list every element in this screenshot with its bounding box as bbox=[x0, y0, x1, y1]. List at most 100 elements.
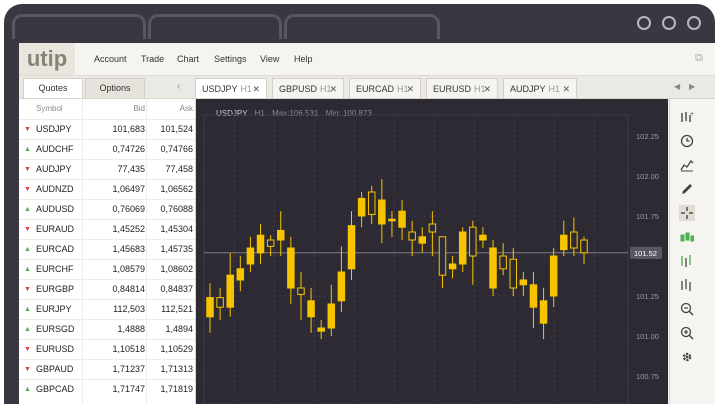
quote-symbol: GBPCAD bbox=[36, 384, 75, 394]
arrow-down-icon: ▼ bbox=[24, 126, 31, 133]
candle-body bbox=[580, 239, 588, 254]
clock-icon[interactable] bbox=[679, 133, 695, 149]
quote-row[interactable]: ▼ GBPAUD 1,71237 1,71313 bbox=[19, 359, 195, 379]
close-icon[interactable]: ✕ bbox=[562, 84, 570, 94]
quote-row[interactable]: ▼ EURUSD 1,10518 1,10529 bbox=[19, 339, 195, 359]
quote-symbol: GBPAUD bbox=[36, 364, 74, 374]
quote-row[interactable]: ▲ EURCHF 1,08579 1,08602 bbox=[19, 259, 195, 279]
quote-symbol: AUDUSD bbox=[36, 204, 75, 214]
close-icon[interactable]: ✕ bbox=[483, 84, 491, 94]
candle-body bbox=[347, 225, 356, 270]
quote-bid: 0,76069 bbox=[112, 204, 145, 214]
candle-body bbox=[519, 279, 528, 286]
scroll-right-icon[interactable]: ▶ bbox=[689, 82, 696, 91]
candle-body bbox=[509, 258, 517, 289]
quote-bid: 1,45683 bbox=[112, 244, 145, 254]
chart-tab-gbpusd[interactable]: GBPUSD H1 ✕ bbox=[272, 78, 344, 98]
bars-icon[interactable] bbox=[679, 277, 695, 293]
pencil-icon[interactable] bbox=[679, 181, 695, 197]
quote-row[interactable]: ▼ AUDNZD 1,06497 1,06562 bbox=[19, 179, 195, 199]
candle-body bbox=[570, 231, 578, 249]
quote-row[interactable]: ▲ AUDUSD 0,76069 0,76088 bbox=[19, 199, 195, 219]
chart-tab-audjpy[interactable]: AUDJPY H1 ✕ bbox=[503, 78, 577, 98]
quote-ask: 77,458 bbox=[165, 164, 193, 174]
zoom-in-icon[interactable] bbox=[679, 325, 695, 341]
candle-body bbox=[337, 271, 346, 302]
candle-body bbox=[549, 255, 558, 297]
quote-row[interactable]: ▲ AUDCHF 0,74726 0,74766 bbox=[19, 139, 195, 159]
close-icon[interactable]: ✕ bbox=[329, 84, 337, 94]
scroll-left-icon[interactable]: ◀ bbox=[674, 82, 681, 91]
current-price-label: 101.52 bbox=[634, 249, 657, 258]
candle-body bbox=[398, 210, 406, 228]
quote-bid: 1,10518 bbox=[112, 344, 145, 354]
close-icon[interactable]: ✕ bbox=[252, 84, 260, 94]
crosshair-icon[interactable] bbox=[679, 205, 695, 221]
zoom-out-icon[interactable] bbox=[679, 301, 695, 317]
candle-body bbox=[256, 234, 265, 254]
chart-tab-eurcad[interactable]: EURCAD H1 ✕ bbox=[349, 78, 421, 98]
window-dot-icon bbox=[687, 16, 701, 30]
candle-body bbox=[529, 284, 538, 308]
menu-settings[interactable]: Settings bbox=[214, 54, 247, 64]
tabs-bar: Quotes Options ‹ USDJPY H1 ✕ GBPUSD H1 ✕ E… bbox=[19, 76, 715, 99]
quote-symbol: EURJPY bbox=[36, 304, 72, 314]
tab-quotes[interactable]: Quotes bbox=[23, 78, 83, 98]
quote-row[interactable]: ▼ USDJPY 101,683 101,524 bbox=[19, 119, 195, 139]
candle-body bbox=[489, 247, 497, 289]
candle-body bbox=[277, 229, 285, 241]
menu-view[interactable]: View bbox=[260, 54, 280, 64]
y-tick-label: 102.25 bbox=[636, 132, 659, 141]
candle-body bbox=[428, 223, 437, 233]
quote-row[interactable]: ▲ EURCAD 1,45683 1,45735 bbox=[19, 239, 195, 259]
candle-body bbox=[307, 300, 315, 318]
menu-chart[interactable]: Chart bbox=[177, 54, 200, 64]
y-tick-label: 100.75 bbox=[636, 372, 659, 381]
candle-body bbox=[479, 234, 487, 241]
quote-symbol: EURCAD bbox=[36, 244, 75, 254]
header-symbol[interactable]: Symbol bbox=[36, 104, 63, 113]
candle-body bbox=[378, 199, 386, 225]
quote-bid: 1,08579 bbox=[112, 264, 145, 274]
arrow-down-icon: ▼ bbox=[24, 366, 31, 373]
header-ask[interactable]: Ask bbox=[179, 104, 193, 113]
quote-row[interactable]: ▼ EURGBP 0,84814 0,84837 bbox=[19, 279, 195, 299]
chart-area[interactable]: USDJPY H1 Max:106.531 Min: 100.873 102.2… bbox=[196, 99, 668, 404]
gear-icon[interactable] bbox=[679, 349, 695, 365]
menu-account[interactable]: Account bbox=[94, 54, 127, 64]
chart-tab-usdjpy[interactable]: USDJPY H1 ✕ bbox=[195, 78, 267, 98]
quote-symbol: EURUSD bbox=[36, 344, 75, 354]
quote-ask: 1,08602 bbox=[160, 264, 193, 274]
quote-row[interactable]: ▲ EURSGD 1,4888 1,4894 bbox=[19, 319, 195, 339]
tab-options[interactable]: Options bbox=[85, 78, 145, 98]
chevron-left-icon[interactable]: ‹ bbox=[177, 81, 181, 92]
candle-body bbox=[246, 247, 255, 265]
quote-ask: 101,524 bbox=[160, 124, 193, 134]
arrow-down-icon: ▼ bbox=[24, 186, 31, 193]
quote-row[interactable]: ▼ AUDJPY 77,435 77,458 bbox=[19, 159, 195, 179]
quote-row[interactable]: ▲ GBPCAD 1,71747 1,71819 bbox=[19, 379, 195, 399]
quote-row[interactable]: ▼ EURAUD 1,45252 1,45304 bbox=[19, 219, 195, 239]
candles-mixed-icon[interactable] bbox=[679, 253, 695, 269]
indicators-icon[interactable] bbox=[679, 157, 695, 173]
candles-green-icon[interactable] bbox=[679, 229, 695, 245]
menu-trade[interactable]: Trade bbox=[141, 54, 165, 64]
candle-body bbox=[469, 226, 477, 257]
maximize-icon[interactable]: ⧉ bbox=[695, 52, 703, 64]
candle-body bbox=[206, 297, 214, 318]
quote-symbol: AUDNZD bbox=[36, 184, 74, 194]
quote-symbol: EURSGD bbox=[36, 324, 75, 334]
quote-ask: 0,76088 bbox=[160, 204, 193, 214]
quote-ask: 112,521 bbox=[161, 304, 193, 314]
arrow-up-icon: ▲ bbox=[24, 386, 31, 393]
candles-plus-icon[interactable]: + bbox=[679, 109, 695, 125]
candlestick-chart[interactable]: 102.25102.00101.75101.50101.25101.00100.… bbox=[196, 99, 668, 404]
candle-body bbox=[458, 231, 467, 265]
menu-help[interactable]: Help bbox=[294, 54, 313, 64]
quote-symbol: AUDJPY bbox=[36, 164, 72, 174]
quote-row[interactable]: ▲ EURJPY 112,503 112,521 bbox=[19, 299, 195, 319]
quote-bid: 112,503 bbox=[113, 304, 145, 314]
chart-tab-eurusd[interactable]: EURUSD H1 ✕ bbox=[426, 78, 498, 98]
header-bid[interactable]: Bid bbox=[133, 104, 145, 113]
close-icon[interactable]: ✕ bbox=[406, 84, 414, 94]
